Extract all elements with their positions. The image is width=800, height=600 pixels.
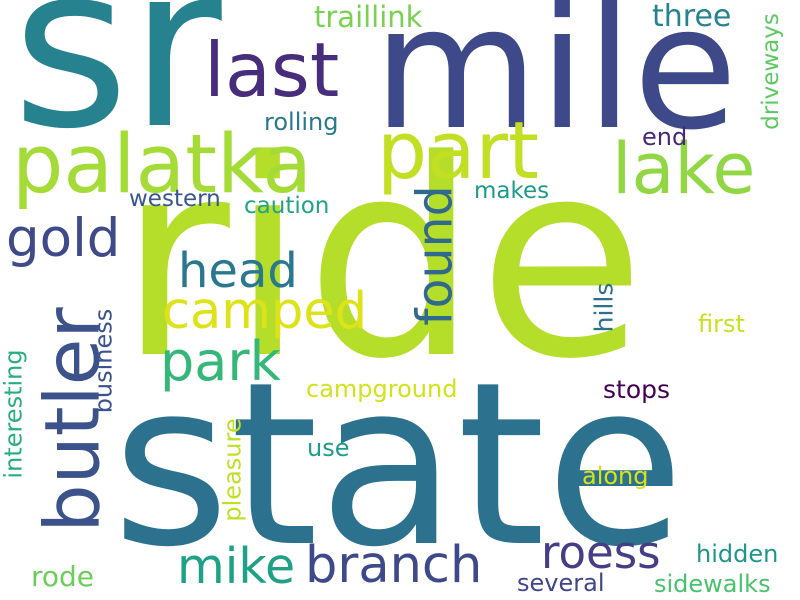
word-makes: makes [474,178,550,204]
word-campground: campground [306,375,458,403]
word-three: three [652,0,732,34]
word-camped: camped [162,282,368,341]
word-roess: roess [541,526,661,579]
word-mile: mile [373,0,738,168]
word-mike: mike [177,538,296,595]
word-caution: caution [244,193,330,219]
word-last: last [204,26,340,114]
word-hidden: hidden [696,540,779,568]
word-western: western [129,186,221,212]
word-traillink: traillink [314,0,423,34]
word-gold: gold [6,208,121,269]
word-sidewalks: sidewalks [654,570,771,598]
word-rolling: rolling [264,108,339,136]
word-end: end [642,123,688,151]
word-state: state [112,334,685,597]
word-business: business [89,308,118,414]
word-head: head [178,243,298,299]
word-found: found [406,185,464,326]
word-ride: ride [118,103,646,419]
word-hills: hills [589,282,619,333]
word-interesting: interesting [0,349,28,479]
word-part: part [377,105,540,197]
word-along: along [582,462,649,490]
word-palatka: palatka [12,118,313,212]
word-sr: sr [12,0,222,179]
word-lake: lake [612,128,756,210]
word-pleasure: pleasure [218,418,247,522]
word-driveways: driveways [757,13,784,130]
word-first: first [698,310,745,338]
word-several: several [517,569,605,597]
word-branch: branch [305,536,483,595]
word-use: use [307,434,350,462]
word-park: park [160,330,281,393]
word-rode: rode [31,560,95,593]
word-stops: stops [603,375,671,404]
